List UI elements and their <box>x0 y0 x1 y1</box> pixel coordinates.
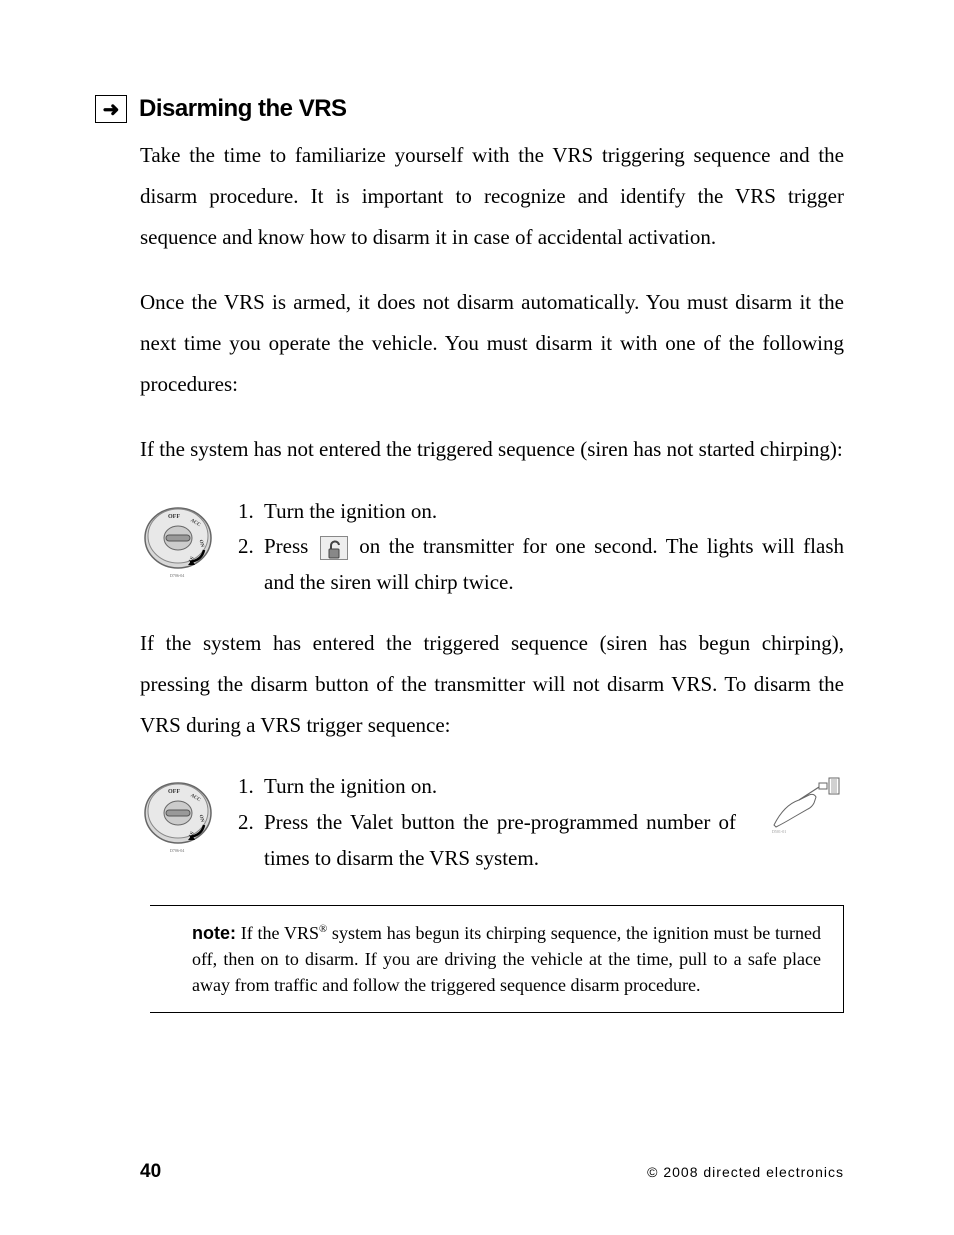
page-number: 40 <box>140 1161 161 1183</box>
note-label: note: <box>192 923 236 943</box>
step-b2: 2. Press the Valet button the pre-progra… <box>238 805 736 876</box>
svg-text:D706-04: D706-04 <box>170 848 184 853</box>
ignition-switch-icon-2: OFF ACC ON ST D706-04 <box>140 775 220 860</box>
step-a1: 1. Turn the ignition on. <box>238 494 844 530</box>
svg-text:D706-04: D706-04 <box>170 573 184 578</box>
steps-list-b: 1. Turn the ignition on. 2. Press the Va… <box>238 769 736 876</box>
steps-list-a: 1. Turn the ignition on. 2. Press on the… <box>238 494 844 601</box>
unlock-button-icon <box>320 536 348 560</box>
hand-press-button-icon: D501-01 <box>764 775 844 840</box>
paragraph-triggered: If the system has entered the triggered … <box>140 623 844 746</box>
step-a2: 2. Press on the transmitter for one seco… <box>238 529 844 600</box>
svg-text:D501-01: D501-01 <box>772 829 786 834</box>
ignition-switch-icon: OFF ACC ON ST D706-04 <box>140 500 220 585</box>
copyright-text: © 2008 directed electronics <box>647 1164 844 1180</box>
paragraph-not-triggered: If the system has not entered the trigge… <box>140 429 844 470</box>
svg-text:OFF: OFF <box>168 514 180 520</box>
paragraph-armed: Once the VRS is armed, it does not disar… <box>140 282 844 405</box>
paragraph-intro: Take the time to familiarize yourself wi… <box>140 135 844 258</box>
step-b1: 1. Turn the ignition on. <box>238 769 736 805</box>
note-box: note: If the VRS® system has begun its c… <box>150 905 844 1013</box>
svg-text:OFF: OFF <box>168 789 180 795</box>
arrow-icon: ➜ <box>95 95 127 123</box>
section-heading: Disarming the VRS <box>139 95 347 123</box>
